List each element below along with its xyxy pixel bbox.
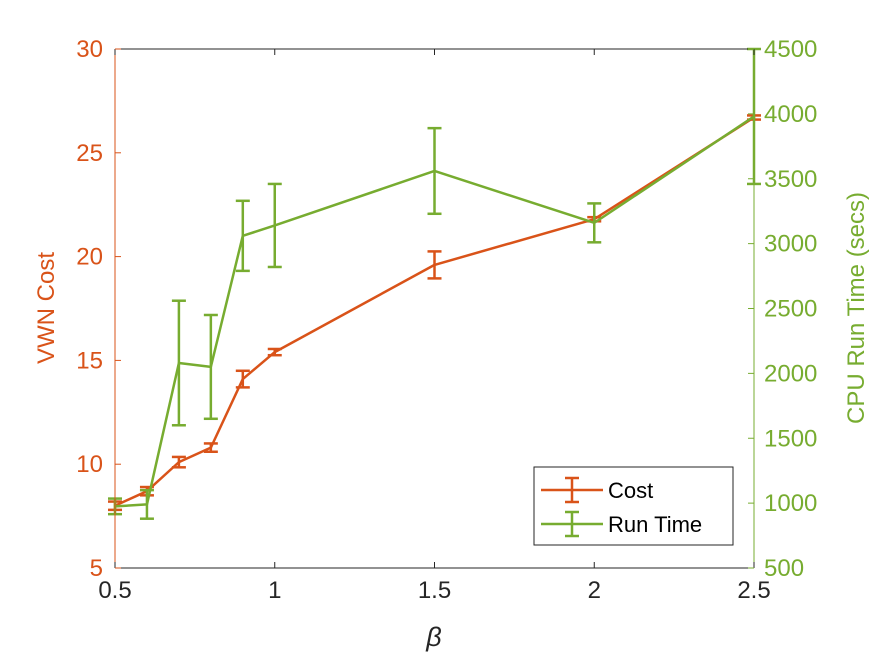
y-right-tick-label: 3000 (764, 231, 817, 258)
error-bar-cost (267, 347, 282, 357)
error-bar-run-time (139, 488, 154, 520)
data-point-cost (242, 378, 244, 380)
y-right-tick-label: 1000 (764, 490, 817, 517)
data-point-run-time (274, 224, 276, 226)
y-left-tick-label: 15 (76, 347, 103, 374)
data-point-run-time (146, 503, 148, 505)
error-bar-run-time (235, 199, 250, 273)
ticks-layer: 0.5 1 1.5 2 2.5 5 10 15 20 25 30 500 1000 1500 2000 250… (76, 36, 817, 604)
x-tick-label: 2 (588, 577, 601, 604)
data-point-cost (274, 351, 276, 353)
data-point-cost (210, 447, 212, 449)
error-bar-cost (171, 455, 186, 469)
legend: Cost Run Time (533, 466, 734, 546)
y-left-tick-label: 30 (76, 36, 103, 63)
data-point-run-time (434, 170, 435, 172)
error-bar-run-time (203, 313, 218, 421)
y-left-tick-label: 25 (76, 140, 103, 167)
data-point-cost (434, 264, 435, 266)
y-right-tick-label: 500 (764, 555, 804, 582)
error-bar-run-time (587, 202, 602, 244)
error-bar-run-time (427, 126, 442, 216)
y-right-tick-label: 4000 (764, 101, 817, 128)
legend-item-run-time: Run Time (541, 510, 702, 538)
legend-box (533, 466, 734, 546)
error-bar-run-time (171, 299, 186, 427)
y-right-tick-label: 3500 (764, 166, 817, 193)
x-tick-label: 1.5 (418, 577, 451, 604)
series-layer (108, 47, 761, 520)
legend-label: Cost (608, 478, 653, 503)
data-point-run-time (593, 222, 595, 224)
y-axis-label-left: VWN Cost (33, 252, 60, 364)
error-bar-cost (427, 250, 442, 280)
data-point-run-time (178, 362, 180, 364)
y-right-tick-label: 2000 (764, 360, 817, 387)
y-right-tick-label: 1500 (764, 425, 817, 452)
y-right-tick-label: 2500 (764, 296, 817, 323)
y-left-tick-label: 5 (90, 555, 103, 582)
y-left-tick-label: 20 (76, 244, 103, 271)
y-left-tick-label: 10 (76, 451, 103, 478)
x-tick-label: 2.5 (737, 577, 770, 604)
x-axis-label: β (425, 622, 441, 652)
y-right-tick-label: 4500 (764, 36, 817, 63)
error-bar-cost (203, 442, 218, 453)
data-point-run-time (242, 235, 244, 237)
x-tick-label: 0.5 (98, 577, 131, 604)
data-point-run-time (210, 366, 212, 368)
y-axis-label-right: CPU Run Time (secs) (843, 192, 870, 424)
error-bar-run-time (267, 182, 282, 269)
x-tick-label: 1 (268, 577, 281, 604)
legend-item-cost: Cost (541, 476, 653, 504)
data-point-cost (178, 461, 180, 463)
legend-label: Run Time (608, 512, 702, 537)
error-bar-cost (235, 369, 250, 389)
